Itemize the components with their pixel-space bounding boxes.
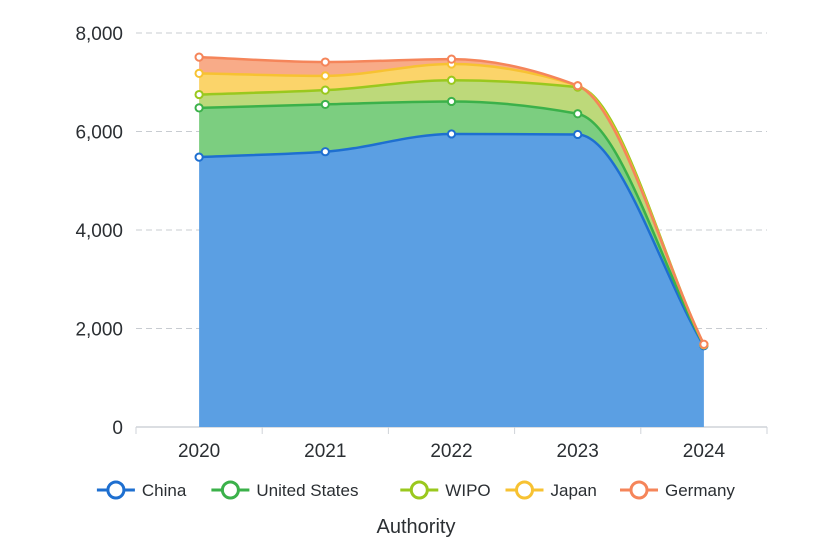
- legend-swatch-marker: [108, 482, 124, 498]
- legend-swatch-marker: [411, 482, 427, 498]
- legend-swatch-marker: [631, 482, 647, 498]
- point-germany: [322, 58, 329, 65]
- point-germany: [574, 82, 581, 89]
- point-china: [196, 154, 203, 161]
- legend-swatch-marker: [222, 482, 238, 498]
- point-china: [574, 131, 581, 138]
- point-germany: [196, 54, 203, 61]
- point-united-states: [448, 98, 455, 105]
- stacked-area-chart: 02,0004,0006,0008,000 202020212022202320…: [0, 0, 832, 558]
- point-germany: [448, 56, 455, 63]
- legend: China United States WIPO Japan Germany: [97, 481, 736, 500]
- legend-label: China: [142, 481, 187, 500]
- legend-item-germany[interactable]: Germany: [620, 481, 735, 500]
- point-united-states: [574, 110, 581, 117]
- y-tick-label: 6,000: [75, 123, 123, 144]
- point-wipo: [322, 87, 329, 94]
- legend-item-united-states[interactable]: United States: [211, 481, 358, 500]
- x-tick-label: 2024: [683, 441, 726, 462]
- x-tick-label: 2021: [304, 441, 346, 462]
- legend-item-china[interactable]: China: [97, 481, 187, 500]
- x-tick-label: 2020: [178, 441, 220, 462]
- legend-label: Germany: [665, 481, 735, 500]
- point-germany: [700, 341, 707, 348]
- area-series: [199, 57, 704, 427]
- legend-label: WIPO: [445, 481, 490, 500]
- point-wipo: [448, 77, 455, 84]
- point-united-states: [196, 104, 203, 111]
- legend-item-wipo[interactable]: WIPO: [400, 481, 490, 500]
- y-axis-ticks: 0 2,000 4,000 6,000 8,000: [75, 24, 123, 439]
- legend-label: United States: [256, 481, 358, 500]
- y-tick-label: 8,000: [75, 24, 123, 45]
- point-wipo: [196, 91, 203, 98]
- y-tick-label: 0: [112, 418, 123, 439]
- legend-item-japan[interactable]: Japan: [506, 481, 597, 500]
- point-china: [322, 148, 329, 155]
- point-japan: [322, 72, 329, 79]
- legend-swatch-marker: [517, 482, 533, 498]
- x-axis-title: Authority: [377, 516, 456, 538]
- x-axis-ticks: 2020 2021 2022 2023 2024: [136, 427, 767, 462]
- y-tick-label: 4,000: [75, 221, 123, 242]
- point-japan: [196, 70, 203, 77]
- point-united-states: [322, 101, 329, 108]
- x-tick-label: 2022: [430, 441, 472, 462]
- chart-container: 02,0004,0006,0008,000 202020212022202320…: [0, 0, 832, 558]
- y-tick-label: 2,000: [75, 320, 123, 341]
- point-china: [448, 130, 455, 137]
- legend-label: Japan: [551, 481, 597, 500]
- x-tick-label: 2023: [557, 441, 599, 462]
